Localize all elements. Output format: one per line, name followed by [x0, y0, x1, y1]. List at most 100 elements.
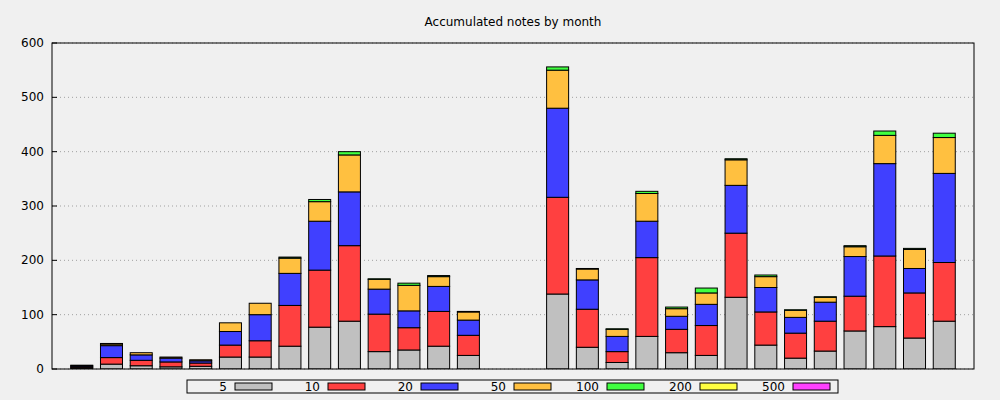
bar-segment: [933, 173, 955, 262]
bar-segment: [606, 328, 628, 330]
bar-segment: [814, 297, 836, 302]
bar-segment: [755, 275, 777, 277]
bar-segment: [933, 133, 955, 137]
bar-segment: [219, 332, 241, 346]
bar-segment: [576, 268, 598, 269]
legend-box: [187, 380, 838, 393]
grid-line: [52, 151, 974, 152]
bar-segment: [904, 248, 926, 249]
legend-label: 50: [491, 380, 506, 394]
bar-segment: [338, 152, 360, 155]
bar-segment: [338, 321, 360, 369]
bar-segment: [576, 268, 598, 270]
tick-mark: [52, 314, 57, 315]
bar-segment: [398, 285, 420, 311]
title: Accumulated notes by month: [425, 15, 602, 29]
legend-swatch: [700, 383, 737, 390]
bar-segment: [814, 296, 836, 298]
bar-segment: [160, 357, 182, 358]
bar-segment: [814, 296, 836, 297]
bars: [71, 67, 956, 369]
bar-segment: [219, 322, 241, 323]
legend-label: 10: [305, 380, 320, 394]
bar-segment: [606, 329, 628, 336]
bar-segment: [755, 275, 777, 276]
bar-segment: [457, 311, 479, 312]
bar-segment: [219, 322, 241, 323]
bar-segment: [844, 331, 866, 369]
bar-segment: [428, 286, 450, 311]
bar-segment: [190, 360, 212, 361]
bar-segment: [636, 221, 658, 257]
bar-segment: [933, 321, 955, 369]
legend-label: 500: [762, 380, 785, 394]
legend-label: 200: [669, 380, 692, 394]
bar-segment: [844, 246, 866, 247]
bar-segment: [576, 309, 598, 347]
tick-label: 400: [21, 145, 44, 159]
bar-segment: [160, 357, 182, 358]
bar-segment: [547, 66, 569, 67]
bar-segment: [249, 357, 271, 369]
bar-segment: [279, 257, 301, 258]
bar-segment: [338, 246, 360, 322]
bar-segment: [904, 338, 926, 369]
bar-segment: [814, 296, 836, 297]
tick-mark: [52, 97, 57, 98]
bar-segment: [636, 191, 658, 192]
bar-segment: [160, 362, 182, 367]
bar-segment: [666, 309, 688, 317]
bar-segment: [725, 158, 747, 159]
bar-segment: [606, 362, 628, 369]
legend-label: 100: [576, 380, 599, 394]
bar-segment: [100, 343, 122, 344]
bar-segment: [457, 355, 479, 369]
bar-segment: [368, 314, 390, 351]
bar-segment: [933, 133, 955, 134]
bar-segment: [933, 138, 955, 174]
bar-segment: [547, 70, 569, 108]
bar-segment: [695, 288, 717, 289]
bar-segment: [368, 289, 390, 314]
bar-segment: [309, 199, 331, 200]
tick-label: 0: [36, 362, 44, 376]
legend-swatch: [235, 383, 272, 390]
bar-segment: [249, 341, 271, 357]
legend-swatch: [328, 383, 365, 390]
bar-segment: [130, 352, 152, 353]
bar-segment: [130, 352, 152, 353]
bar-segment: [547, 108, 569, 197]
bar-segment: [814, 302, 836, 321]
legend-label: 20: [398, 380, 413, 394]
bar-segment: [933, 263, 955, 322]
bar-segment: [398, 328, 420, 350]
bar-segment: [844, 245, 866, 246]
bar-segment: [695, 288, 717, 289]
bar-segment: [249, 303, 271, 314]
plot-frame: [52, 43, 974, 369]
bar-segment: [785, 309, 807, 310]
bar-segment: [249, 303, 271, 304]
bar-segment: [249, 315, 271, 341]
bar-segment: [130, 355, 152, 360]
bar-segment: [338, 151, 360, 152]
bar-segment: [844, 247, 866, 257]
legend-swatch: [793, 383, 830, 390]
bar-segment: [844, 296, 866, 331]
bar-segment: [279, 346, 301, 369]
bar-segment: [100, 364, 122, 369]
bar-segment: [576, 280, 598, 309]
bar-segment: [666, 307, 688, 309]
bar-segment: [219, 345, 241, 357]
bar-segment: [904, 293, 926, 338]
bar-segment: [785, 317, 807, 333]
legend-label: 5: [219, 380, 227, 394]
bar-segment: [814, 321, 836, 351]
bar-segment: [71, 365, 93, 366]
bar-segment: [368, 278, 390, 279]
legend-swatch: [514, 383, 551, 390]
bar-segment: [874, 256, 896, 327]
chart: Accumulated notes by month01002003004005…: [0, 0, 1000, 400]
bar-segment: [457, 320, 479, 335]
bar-segment: [755, 277, 777, 288]
